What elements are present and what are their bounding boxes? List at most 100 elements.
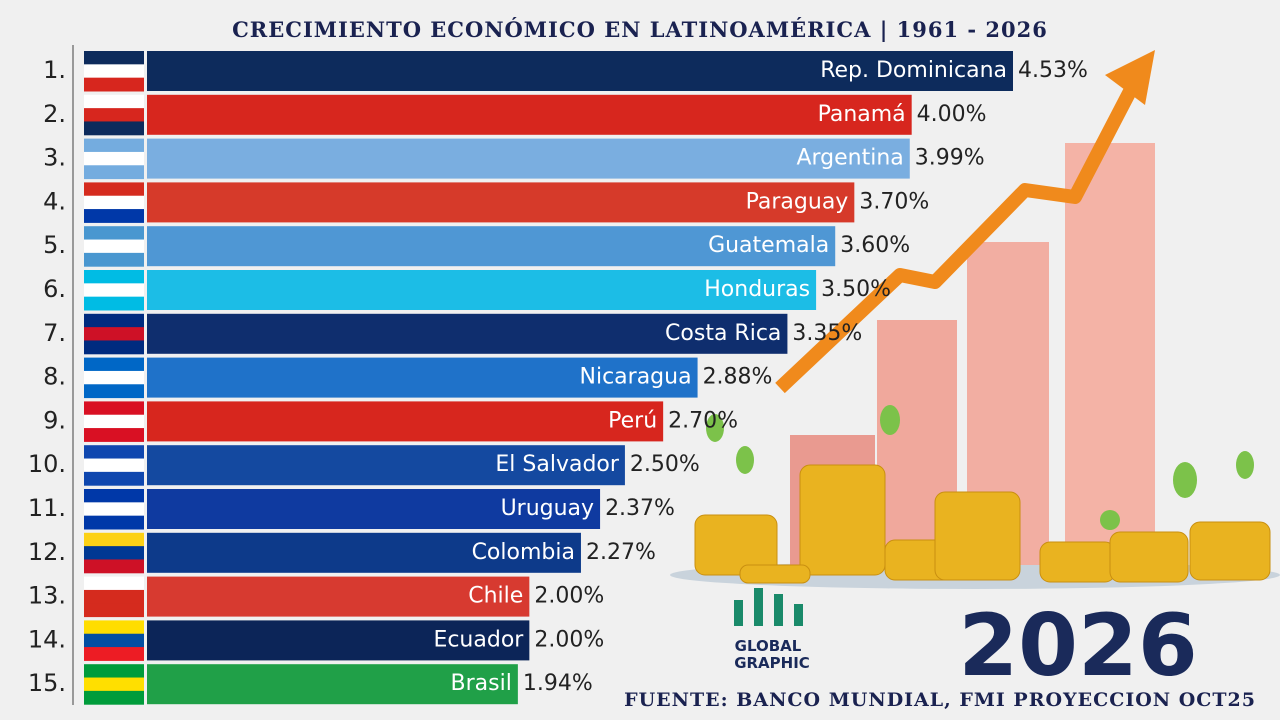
flag-stripe [84,620,144,635]
bar [147,51,1013,91]
bar [147,270,817,310]
flag-stripe [84,546,144,560]
rank-label: 14. [28,625,66,653]
flag-stripe [84,471,144,486]
value-label: 2.37% [605,496,675,521]
category-label: Rep. Dominicana [820,58,1007,83]
rank-label: 3. [43,144,66,172]
flag-stripe [84,77,144,92]
value-label: 2.50% [630,452,700,477]
bar [147,445,625,486]
flag-stripe [84,296,144,311]
value-label: 2.88% [703,365,773,390]
flag-stripe [84,384,144,399]
value-label: 3.60% [840,233,910,258]
flag-stripe [84,313,144,328]
rank-label: 8. [43,363,66,391]
value-label: 1.94% [523,671,593,696]
category-label: Perú [608,408,657,433]
value-label: 2.00% [534,627,604,652]
bar [147,532,581,573]
value-label: 3.70% [859,189,929,214]
flag-stripe [84,195,144,210]
flag-stripe [84,51,144,65]
flag-stripe [84,138,144,153]
flag-stripe [84,445,144,460]
flag-stripe [84,370,144,385]
bar [147,138,910,179]
flag-stripe [84,664,144,679]
rank-label: 2. [43,100,66,128]
flag-stripe [84,603,144,618]
rank-label: 6. [43,275,66,303]
flag-stripe [84,340,144,355]
flag-stripe [84,357,144,372]
rank-label: 15. [28,669,66,697]
category-label: El Salvador [495,452,619,477]
flag-stripe [84,239,144,254]
bar [147,226,836,267]
source-note: FUENTE: BANCO MUNDIAL, FMI PROYECCION OC… [624,689,1256,711]
flag-stripe [84,226,144,241]
value-label: 3.50% [821,277,891,302]
value-label: 3.99% [915,146,985,171]
flag-stripe [84,428,144,442]
value-label: 4.00% [917,102,987,127]
value-label: 3.35% [792,321,862,346]
flag-stripe [84,94,144,109]
rank-label: 7. [43,319,66,347]
flag-stripe [84,515,144,530]
category-label: Nicaragua [580,365,692,390]
category-label: Costa Rica [665,321,781,346]
category-label: Panamá [818,102,906,127]
value-label: 4.53% [1018,58,1088,83]
category-label: Chile [468,584,523,609]
flag-stripe [84,108,144,122]
flag-stripe [84,209,144,223]
bar [147,357,698,398]
flag-stripe [84,532,144,547]
flag-stripe [84,182,144,197]
bar [147,664,518,705]
flag-stripe [84,64,144,79]
flag-stripe [84,151,144,166]
bar [147,94,912,135]
bar [147,576,530,617]
flag-stripe [84,489,144,503]
value-label: 2.70% [668,408,738,433]
flag-stripe [84,327,144,341]
flag-stripe [84,502,144,517]
category-label: Colombia [472,540,575,565]
bar [147,620,530,661]
flag-stripe [84,559,144,574]
value-label: 2.00% [534,584,604,609]
flag-stripe [84,252,144,267]
category-label: Brasil [451,671,512,696]
category-label: Argentina [796,146,903,171]
flag-stripe [84,647,144,661]
flag-stripe [84,165,144,180]
rank-label: 5. [43,231,66,259]
flag-stripe [84,401,144,416]
rank-label: 12. [28,538,66,566]
rank-label: 13. [28,582,66,610]
flag-stripe [84,414,144,429]
rank-label: 9. [43,406,66,434]
bar [147,401,664,442]
chart-title: CRECIMIENTO ECONÓMICO EN LATINOAMÉRICA |… [232,17,1048,42]
flag-stripe [84,576,144,591]
logo-text: GRAPHIC [734,654,810,672]
category-label: Honduras [704,277,810,302]
value-label: 2.27% [586,540,656,565]
rank-label: 11. [28,494,66,522]
bar [147,489,601,529]
bar [147,313,788,354]
flag-stripe [84,458,144,473]
category-label: Guatemala [708,233,829,258]
rank-label: 1. [43,56,66,84]
year-label: 2026 [958,596,1197,696]
flag-stripe [84,589,144,604]
rank-label: 10. [28,450,66,478]
